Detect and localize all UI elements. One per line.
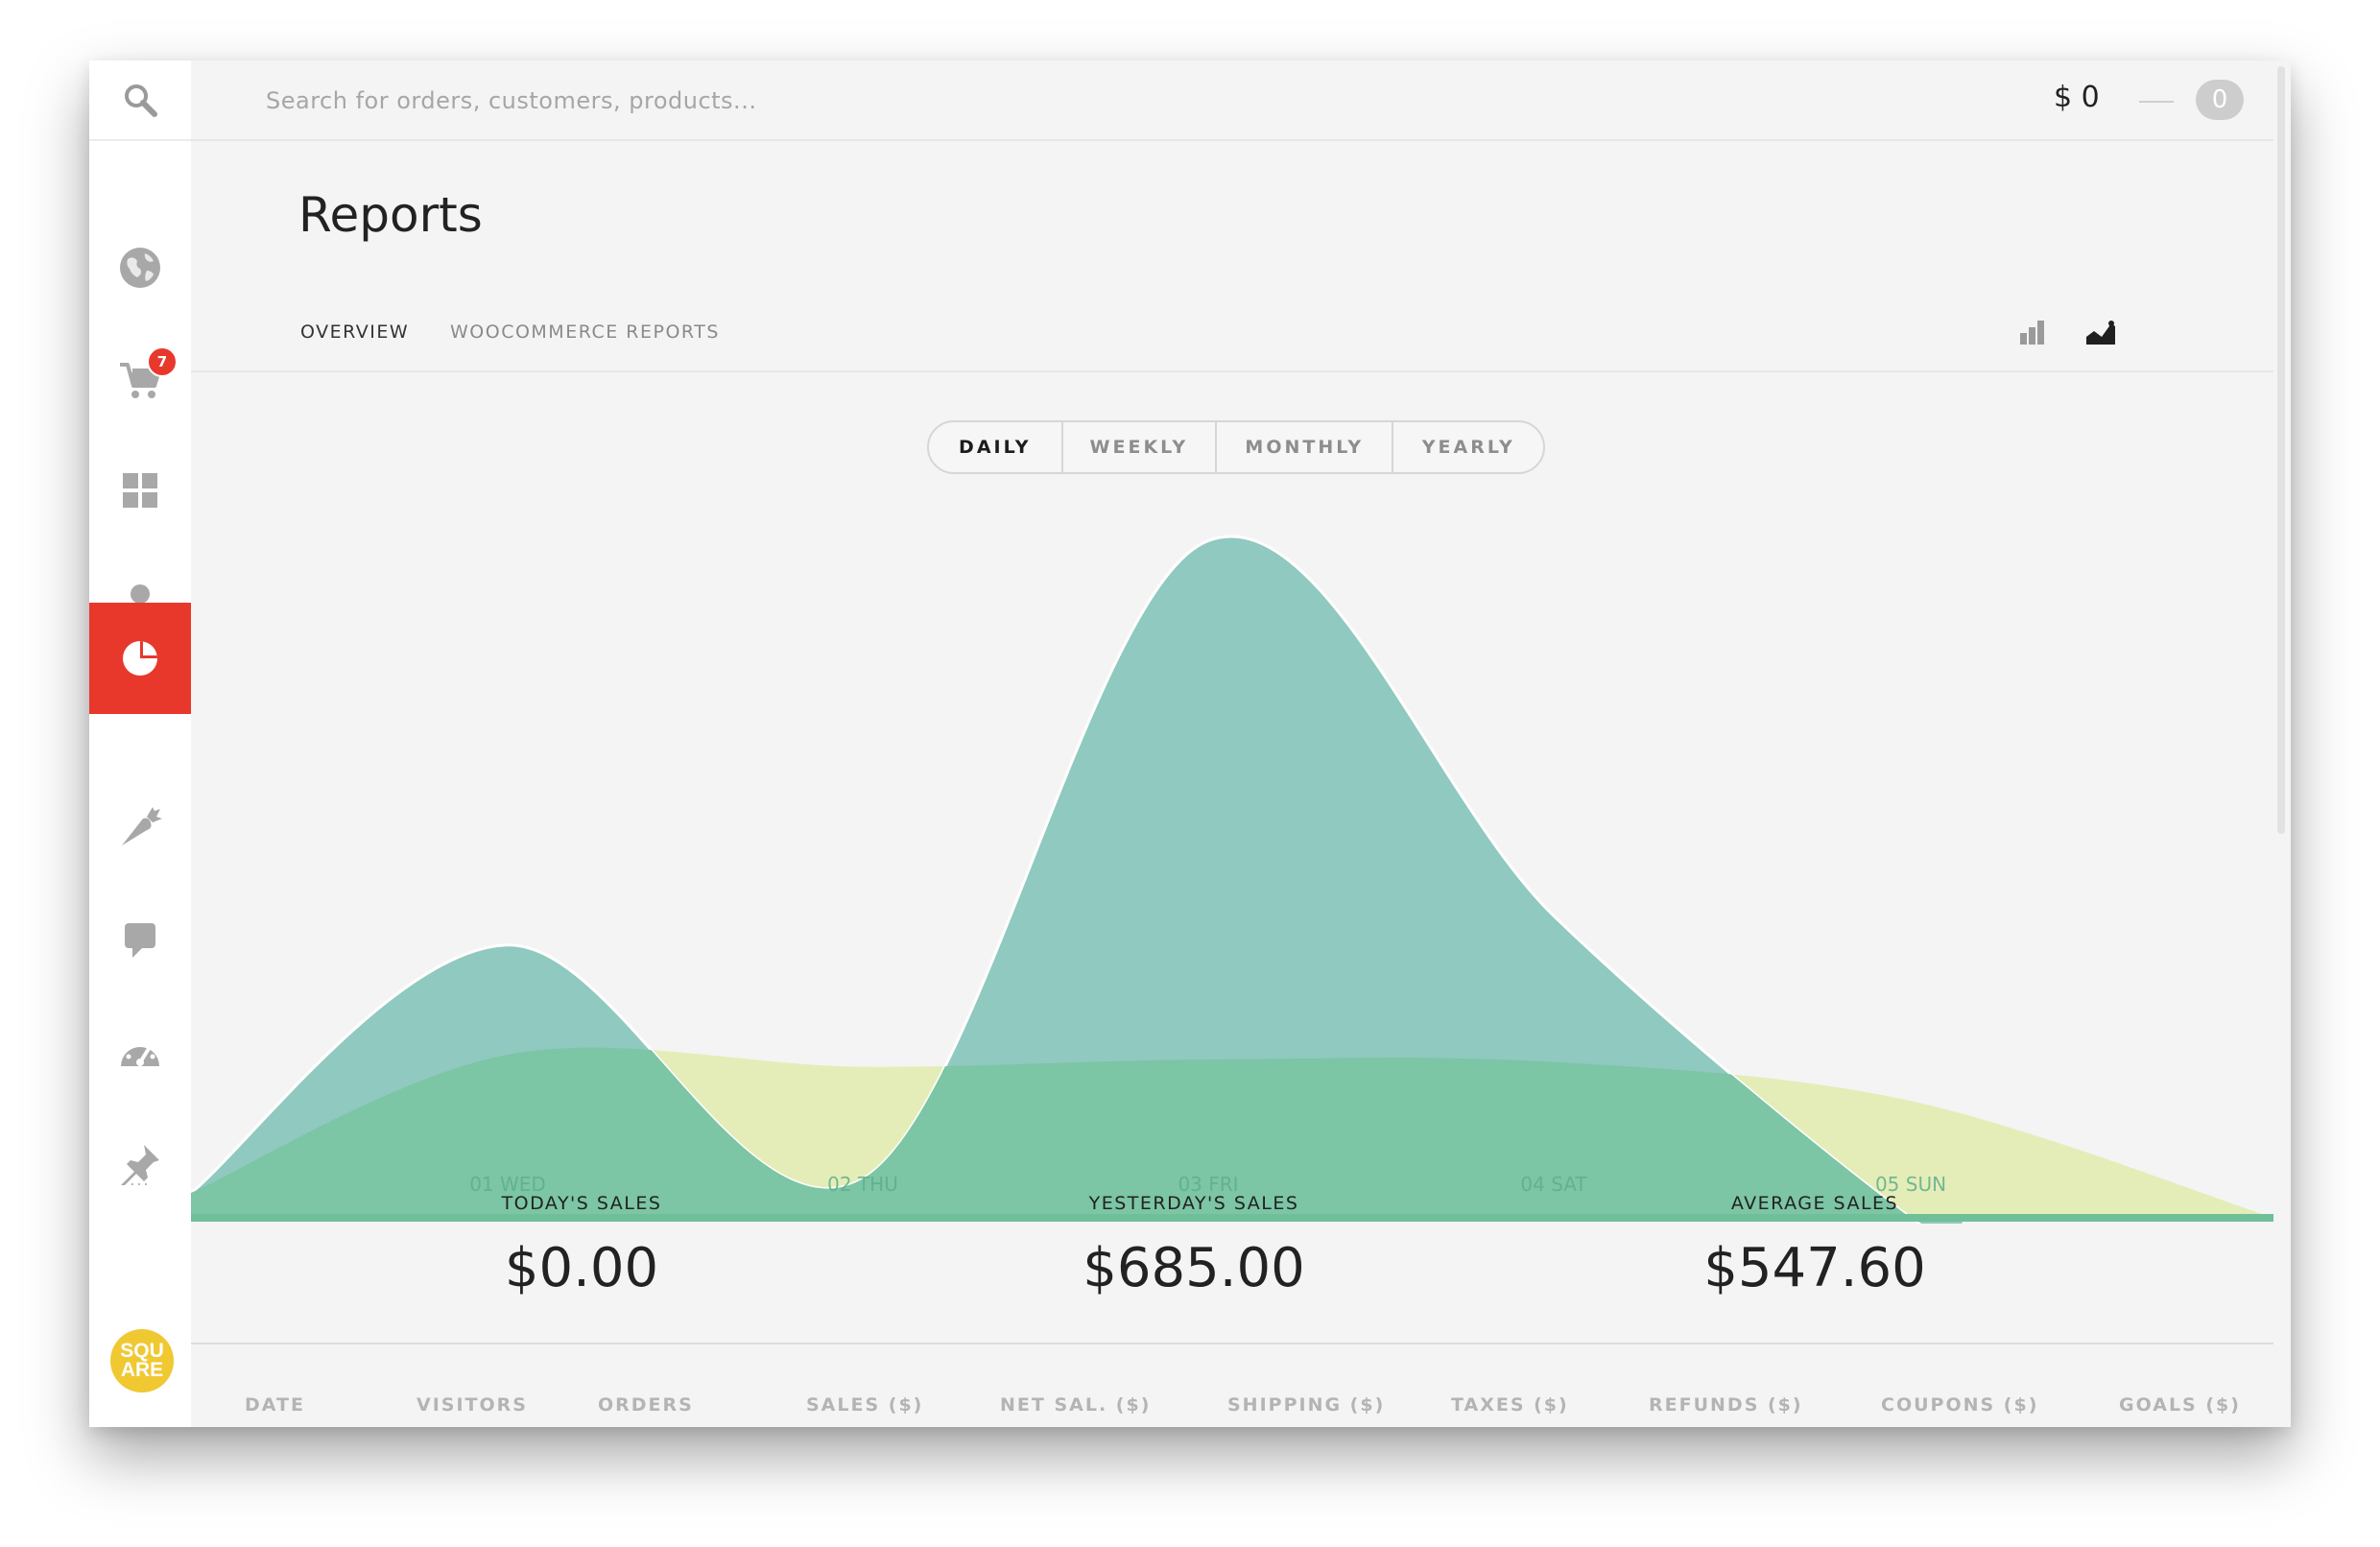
- column-header-refunds[interactable]: REFUNDS ($): [1649, 1394, 1803, 1416]
- stat-label: TODAY'S SALES: [501, 1193, 662, 1214]
- stats-divider: [191, 1343, 2273, 1345]
- x-tick-label: 03 FRI: [1178, 1173, 1238, 1196]
- tab-woocommerce-reports[interactable]: WOOCOMMERCE REPORTS: [450, 321, 720, 343]
- header-divider: [191, 370, 2273, 372]
- bar-chart-icon[interactable]: [2018, 318, 2047, 346]
- area-chart-icon[interactable]: [2084, 318, 2117, 346]
- stat-value: $0.00: [504, 1237, 659, 1299]
- page-title: Reports: [298, 187, 483, 243]
- sidebar-item-dashboard[interactable]: [89, 435, 191, 546]
- cart-total[interactable]: $ 0: [2054, 81, 2100, 114]
- stat-yesterdays-sales: YESTERDAY'S SALES $685.00: [954, 1193, 1434, 1299]
- sidebar-item-comments[interactable]: [89, 884, 191, 995]
- logo-text-top: SQU: [120, 1340, 164, 1362]
- speedometer-icon: [121, 1039, 159, 1066]
- column-header-goals[interactable]: GOALS ($): [2119, 1394, 2241, 1416]
- dashboard-grid-icon: [123, 473, 157, 508]
- cart-count-badge[interactable]: 0: [2196, 80, 2244, 120]
- cart-separator: [2139, 101, 2174, 103]
- search-icon: [125, 84, 157, 117]
- stat-label: AVERAGE SALES: [1730, 1193, 1899, 1214]
- sidebar-item-pinned[interactable]: [89, 1108, 191, 1220]
- period-yearly-button[interactable]: YEARLY: [1421, 437, 1515, 458]
- stat-todays-sales: TODAY'S SALES $0.00: [342, 1193, 821, 1299]
- column-header-shipping[interactable]: SHIPPING ($): [1227, 1394, 1386, 1416]
- search-button[interactable]: [89, 60, 191, 141]
- sidebar-item-orders[interactable]: 7: [89, 323, 191, 435]
- x-tick-label: 02 THU: [827, 1173, 898, 1196]
- top-bar: $ 0 0: [191, 60, 2273, 141]
- x-tick-label: 05 SUN: [1875, 1173, 1946, 1196]
- sidebar-item-performance[interactable]: [89, 997, 191, 1108]
- column-header-taxes[interactable]: TAXES ($): [1451, 1394, 1569, 1416]
- column-header-net-sales[interactable]: NET SAL. ($): [1000, 1394, 1152, 1416]
- tab-overview[interactable]: OVERVIEW: [300, 321, 410, 343]
- search-input[interactable]: [264, 80, 1131, 122]
- period-selector: DAILY WEEKLY MONTHLY YEARLY: [927, 420, 1545, 474]
- sales-area-chart: 01 WED 02 THU 03 FRI 04 SAT 05 SUN: [191, 535, 2273, 1224]
- stat-value: $547.60: [1703, 1237, 1926, 1299]
- x-tick-label: 04 SAT: [1520, 1173, 1587, 1196]
- carrot-icon: [122, 807, 162, 845]
- stat-average-sales: AVERAGE SALES $547.60: [1575, 1193, 2055, 1299]
- sidebar-item-products[interactable]: [89, 772, 191, 883]
- globe-icon: [120, 248, 160, 288]
- more-items-indicator[interactable]: ...: [130, 1171, 151, 1189]
- period-daily-button[interactable]: DAILY: [929, 422, 1063, 472]
- sidebar: 7: [89, 60, 191, 1427]
- chart-x-axis: 01 WED 02 THU 03 FRI 04 SAT 05 SUN: [469, 1173, 1946, 1196]
- sidebar-item-globe[interactable]: [89, 212, 191, 323]
- column-header-sales[interactable]: SALES ($): [806, 1394, 924, 1416]
- column-header-orders[interactable]: ORDERS: [598, 1394, 694, 1416]
- scrollbar[interactable]: [2277, 66, 2285, 834]
- orders-count-badge: 7: [147, 346, 178, 377]
- stat-label: YESTERDAY'S SALES: [1088, 1193, 1299, 1214]
- column-header-visitors[interactable]: VISITORS: [416, 1394, 528, 1416]
- app-window: 7: [89, 60, 2291, 1427]
- period-weekly-button[interactable]: WEEKLY: [1063, 422, 1218, 472]
- logo-text-bottom: ARE: [120, 1359, 164, 1381]
- square-logo[interactable]: SQU ARE: [110, 1329, 174, 1392]
- column-header-coupons[interactable]: COUPONS ($): [1881, 1394, 2039, 1416]
- pin-icon: [121, 1145, 159, 1185]
- column-header-date[interactable]: DATE: [245, 1394, 305, 1416]
- sidebar-item-reports[interactable]: [89, 603, 191, 714]
- x-tick-label: 01 WED: [469, 1173, 546, 1196]
- stat-value: $685.00: [1083, 1237, 1305, 1299]
- period-monthly-button[interactable]: MONTHLY: [1217, 422, 1394, 472]
- pie-chart-icon: [123, 641, 157, 676]
- comment-icon: [125, 923, 155, 958]
